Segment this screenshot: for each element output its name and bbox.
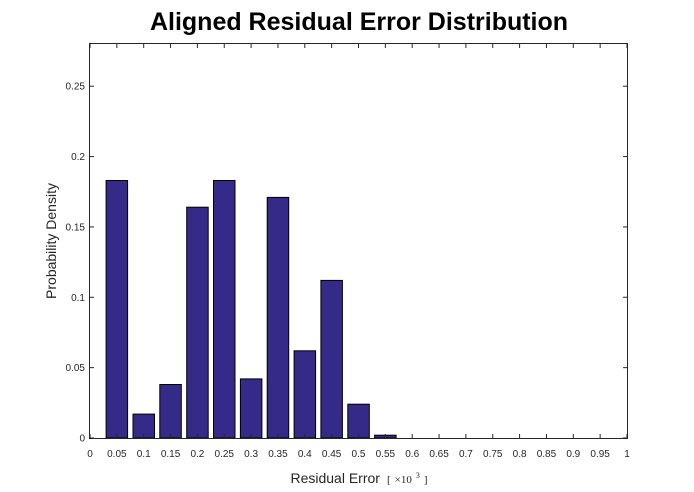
bar bbox=[320, 279, 343, 439]
bar bbox=[347, 403, 370, 439]
x-tick-label: 0.8 bbox=[513, 449, 527, 460]
x-tick-label: 0.7 bbox=[459, 449, 473, 460]
x-tick-label: 0.1 bbox=[137, 449, 151, 460]
x-tick-label: 0.55 bbox=[376, 449, 396, 460]
bar bbox=[239, 378, 263, 439]
bar bbox=[293, 350, 317, 439]
y-axis-ticks: 0 0.05 0.1 0.15 0.2 0.25 bbox=[66, 82, 627, 445]
bar bbox=[266, 196, 290, 439]
x-axis-unit-open: [ bbox=[387, 474, 391, 486]
x-axis-unit-close: ] bbox=[424, 474, 428, 486]
x-tick-label: 0.15 bbox=[161, 449, 181, 460]
bar bbox=[213, 180, 236, 439]
x-tick-label: 0.35 bbox=[268, 449, 288, 460]
bar bbox=[159, 384, 182, 439]
y-tick-label: 0.1 bbox=[71, 293, 85, 304]
x-tick-label: 0.5 bbox=[352, 449, 366, 460]
x-tick-label: 0.75 bbox=[483, 449, 503, 460]
x-axis-unit-times: ×10 bbox=[395, 474, 413, 486]
x-tick-label: 1 bbox=[624, 449, 630, 460]
x-tick-label: 0.65 bbox=[429, 449, 449, 460]
x-tick-label: 0.85 bbox=[537, 449, 557, 460]
x-tick-label: 0.05 bbox=[107, 449, 127, 460]
y-tick-label: 0.15 bbox=[66, 222, 86, 233]
x-tick-label: 0.25 bbox=[215, 449, 235, 460]
y-tick-label: 0.25 bbox=[66, 82, 86, 93]
x-tick-label: 0.45 bbox=[322, 449, 342, 460]
x-axis-label: Residual Error bbox=[290, 470, 380, 486]
x-tick-label: 0.4 bbox=[298, 449, 312, 460]
x-tick-label: 0.2 bbox=[190, 449, 204, 460]
y-tick-label: 0.05 bbox=[66, 363, 86, 374]
y-axis-label: Probability Density bbox=[43, 183, 59, 299]
x-tick-label: 0.6 bbox=[405, 449, 419, 460]
y-tick-label: 0 bbox=[79, 434, 85, 445]
x-tick-label: 0.3 bbox=[244, 449, 258, 460]
x-tick-label: 0.95 bbox=[590, 449, 610, 460]
y-tick-label: 0.2 bbox=[71, 152, 85, 163]
bar bbox=[186, 206, 209, 439]
x-axis-unit-exponent: 3 bbox=[416, 471, 420, 480]
bars-group bbox=[105, 180, 397, 439]
x-axis-label-group: Residual Error [ ×10 3 ] bbox=[290, 465, 427, 487]
x-tick-label: 0 bbox=[87, 449, 93, 460]
x-axis-ticks: 0 0.05 0.1 0.15 0.2 0.25 0.3 0.35 0.4 0.45 0.5 0.55… bbox=[87, 44, 630, 460]
chart-title: Aligned Residual Error Distribution bbox=[150, 8, 568, 36]
plot-frame bbox=[89, 43, 628, 439]
x-tick-label: 0.9 bbox=[566, 449, 580, 460]
bar bbox=[105, 180, 129, 439]
